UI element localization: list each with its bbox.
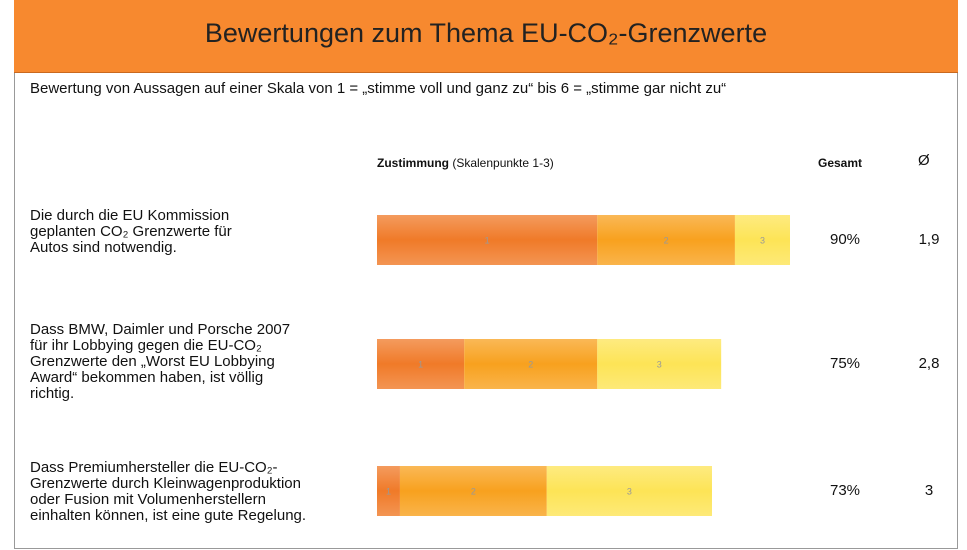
total-header: Gesamt <box>818 156 863 170</box>
frame <box>14 0 958 549</box>
bar-segment <box>546 466 712 516</box>
average-label: 2,8 <box>918 355 940 372</box>
bar-segment <box>377 339 465 389</box>
bar-segment <box>377 466 400 516</box>
column-header: Zustimmung (Skalenpunkte 1-3) <box>377 156 554 170</box>
chart-title: Bewertungen zum Thema EU-CO₂-Grenzwerte <box>204 18 768 48</box>
subtitle: Bewertung von Aussagen auf einer Skala v… <box>30 80 727 97</box>
bar-segment <box>399 466 547 516</box>
average-label: 1,9 <box>918 231 940 248</box>
segment-label: 3 <box>760 235 765 245</box>
segment-label: 2 <box>471 486 476 496</box>
bar-segment <box>377 215 598 265</box>
average-label: 3 <box>924 482 934 499</box>
segment-label: 2 <box>664 235 669 245</box>
segment-label: 1 <box>485 235 490 245</box>
category-label: Die durch die EU Kommission geplanten CO… <box>30 207 232 256</box>
total-label: 73% <box>829 482 861 499</box>
bar-segment <box>597 215 735 265</box>
header-bold: Zustimmung <box>377 156 449 170</box>
bar-segment <box>464 339 598 389</box>
segment-label: 1 <box>386 486 391 496</box>
category-label: Dass BMW, Daimler und Porsche 2007 für i… <box>30 321 291 402</box>
segment-label: 2 <box>528 359 533 369</box>
category-label: Dass Premiumhersteller die EU-CO₂- Grenz… <box>30 459 307 524</box>
total-label: 90% <box>829 231 861 248</box>
bar-segment <box>734 215 790 265</box>
total-label: 75% <box>829 355 861 372</box>
segment-label: 3 <box>627 486 632 496</box>
segment-label: 1 <box>418 359 423 369</box>
bar-segment <box>597 339 722 389</box>
title-bar <box>14 0 958 73</box>
segment-label: 3 <box>657 359 662 369</box>
header-rest: (Skalenpunkte 1-3) <box>452 156 554 170</box>
average-header: Ø <box>918 152 930 169</box>
